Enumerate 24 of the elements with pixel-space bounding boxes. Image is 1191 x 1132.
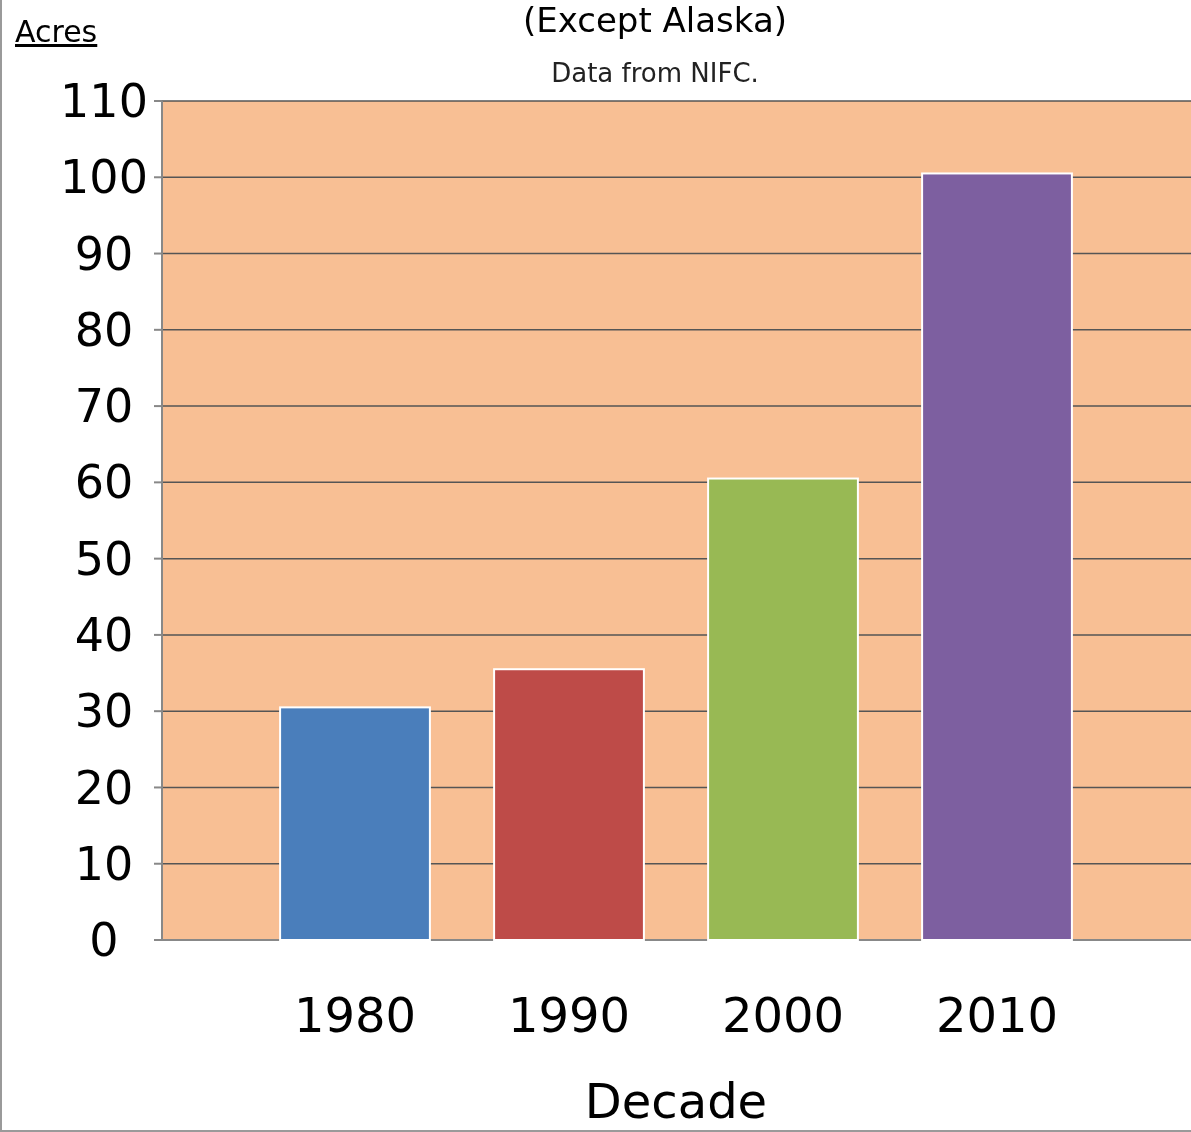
y-tick-label: 50 <box>74 531 134 586</box>
y-axis-title: Acres <box>15 14 98 49</box>
y-tick-label: 30 <box>74 684 134 739</box>
x-tick-label: 1990 <box>507 987 631 1043</box>
text: Data from NIFC. <box>551 58 759 88</box>
y-tick-label: 80 <box>74 302 134 357</box>
x-tick-label: 2010 <box>935 987 1059 1043</box>
y-tick-label: 70 <box>74 379 134 434</box>
y-tick-label: 0 <box>89 913 119 968</box>
y-tick-label: 90 <box>74 226 134 281</box>
y-tick-label: 40 <box>74 608 134 663</box>
bar <box>279 706 431 941</box>
chart-title: (Except Alaska) <box>522 0 788 40</box>
bar <box>921 172 1073 941</box>
x-tick-label: 1980 <box>293 987 417 1043</box>
y-tick-label: 110 <box>60 74 148 129</box>
y-tick-label: 60 <box>74 455 134 510</box>
bar <box>707 477 859 941</box>
bar <box>493 668 645 941</box>
y-tick-label: 10 <box>74 836 134 891</box>
y-tick-label: 100 <box>60 150 148 205</box>
x-axis-title: Decade <box>584 1073 768 1129</box>
x-tick-label: 2000 <box>721 987 845 1043</box>
y-tick-label: 20 <box>74 760 134 815</box>
